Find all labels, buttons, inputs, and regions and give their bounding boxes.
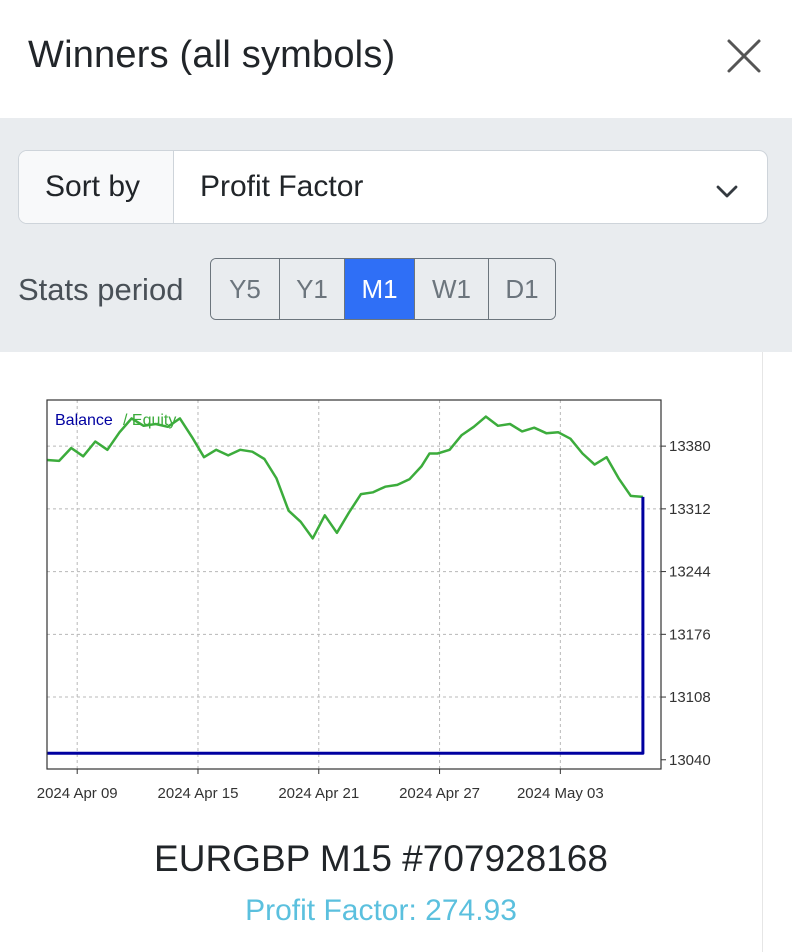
period-button-y1[interactable]: Y1 (280, 259, 345, 319)
chart-y-tick-label: 13380 (669, 438, 711, 455)
strategy-title[interactable]: EURGBP M15 #707928168 (154, 838, 608, 879)
chart-y-tick-label: 13244 (669, 564, 711, 581)
stats-period-group: Y5 Y1 M1 W1 D1 (210, 258, 556, 320)
chart-x-tick-label: 2024 Apr 21 (278, 785, 359, 802)
chart-y-tick-label: 13108 (669, 689, 711, 706)
close-icon[interactable] (724, 36, 764, 76)
period-button-m1[interactable]: M1 (345, 259, 415, 319)
sort-input-group: Sort by Profit Factor (18, 150, 768, 224)
chart-series-balance (47, 496, 645, 755)
period-button-d1[interactable]: D1 (489, 259, 555, 319)
chart-y-tick-label: 13312 (669, 501, 711, 518)
balance-equity-chart: 13380 13312 13244 13176 13108 13040 2024 Apr 0… (37, 399, 711, 802)
chart-x-tick-label: 2024 Apr 15 (158, 785, 239, 802)
profit-factor-value: Profit Factor: 274.93 (245, 894, 517, 927)
dialog-header: Winners (all symbols) (0, 0, 792, 118)
chart-legend-balance: Balance (55, 412, 113, 429)
chevron-down-icon (715, 177, 739, 201)
chart-x-tick-label: 2024 May 03 (517, 785, 604, 802)
chart-y-tick-label: 13040 (669, 752, 711, 769)
chart-y-tick-label: 13176 (669, 626, 711, 643)
sort-select[interactable]: Profit Factor (174, 151, 767, 223)
stats-period-label: Stats period (18, 272, 184, 307)
chart-series-equity (46, 415, 644, 540)
dialog-title: Winners (all symbols) (28, 34, 396, 76)
chart-plot-area (47, 400, 661, 769)
results-list: 13380 13312 13244 13176 13108 13040 2024 Apr 0… (0, 352, 762, 952)
chart-x-tick-label: 2024 Apr 27 (399, 785, 480, 802)
chart-x-tick-label: 2024 Apr 09 (37, 785, 118, 802)
period-button-w1[interactable]: W1 (415, 259, 489, 319)
sort-selected-value: Profit Factor (200, 170, 364, 203)
chart-frame (46, 399, 662, 770)
controls-panel: Sort by Profit Factor Stats period Y5 Y1… (0, 118, 792, 352)
scrollbar[interactable] (762, 352, 792, 952)
sort-label: Sort by (19, 151, 174, 223)
period-button-y5[interactable]: Y5 (211, 259, 280, 319)
chart-legend-equity: / Equity (123, 412, 176, 429)
